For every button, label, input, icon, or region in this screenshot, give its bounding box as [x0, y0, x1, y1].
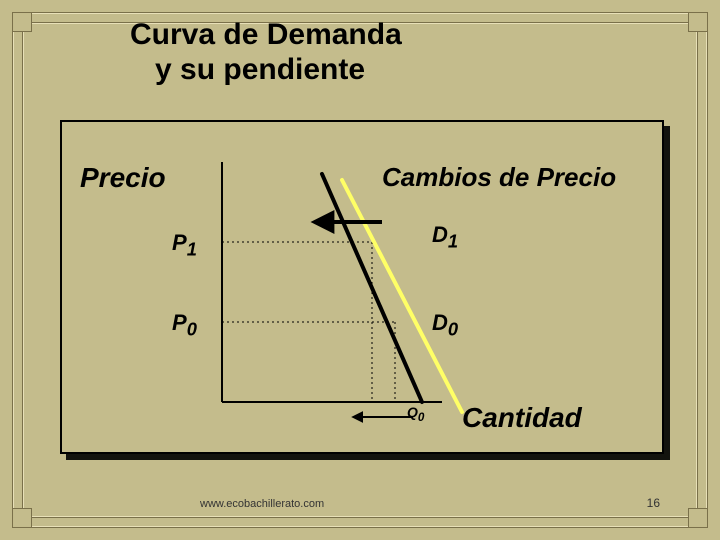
tick-label-p1: P1 — [172, 230, 197, 260]
frame-corner — [688, 12, 708, 32]
slide-title: Curva de Demanda y su pendiente — [130, 18, 402, 87]
curve-label-d0: D0 — [432, 310, 458, 340]
curve-label-d1: D1 — [432, 222, 458, 252]
slide: Curva de Demanda y su pendiente Precio C… — [0, 0, 720, 540]
chart-subtitle: Cambios de Precio — [382, 162, 616, 193]
frame-corner — [12, 508, 32, 528]
tick-label-q0: Q0 — [407, 404, 424, 424]
frame-corner — [688, 508, 708, 528]
tick-label-p0: P0 — [172, 310, 197, 340]
footer-url: www.ecobachillerato.com — [200, 498, 324, 510]
frame-corner — [12, 12, 32, 32]
page-number: 16 — [647, 496, 660, 510]
x-axis-label: Cantidad — [462, 402, 582, 434]
y-axis-label: Precio — [80, 162, 166, 194]
chart-panel: Precio Cambios de Precio Cantidad P1 P0 … — [60, 120, 664, 454]
